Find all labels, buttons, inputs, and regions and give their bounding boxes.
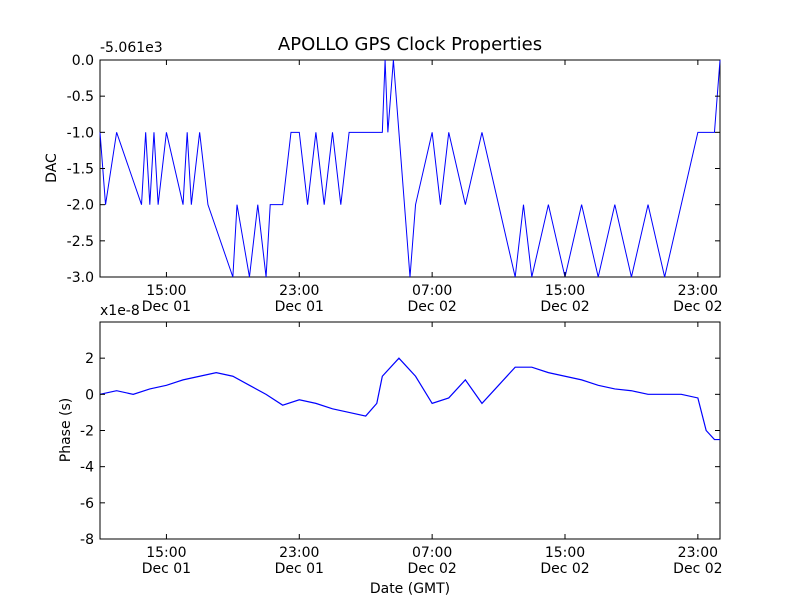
phase-xtick-date-label: Dec 02 bbox=[407, 561, 456, 577]
phase-axes-frame bbox=[99, 321, 721, 540]
phase-y-ticks: 2 0 -2 -4 -6 -8 bbox=[80, 351, 720, 548]
phase-xtick-time-label: 23:00 bbox=[678, 545, 718, 561]
phase-ytick-label: 2 bbox=[85, 351, 94, 367]
dac-ytick-label: -1.0 bbox=[67, 125, 94, 141]
phase-offset-label: x1e-8 bbox=[100, 303, 140, 319]
dac-ytick-label: -2.5 bbox=[67, 234, 94, 250]
dac-offset-label: -5.061e3 bbox=[100, 40, 163, 56]
phase-xtick-date-label: Dec 02 bbox=[540, 561, 589, 577]
dac-xtick-time-label: 23:00 bbox=[279, 283, 319, 299]
phase-series-layer bbox=[99, 357, 720, 441]
dac-ytick-label: 0.0 bbox=[72, 53, 94, 69]
phase-ylabel: Phase (s) bbox=[58, 398, 74, 462]
dac-xtick-date-label: Dec 02 bbox=[540, 299, 589, 315]
phase-ytick-label: 0 bbox=[85, 387, 94, 403]
dac-xtick-date-label: Dec 02 bbox=[407, 299, 456, 315]
dac-series-layer bbox=[99, 59, 721, 278]
phase-xtick-time-label: 15:00 bbox=[545, 545, 585, 561]
dac-xtick-date-label: Dec 02 bbox=[673, 299, 722, 315]
dac-xtick-date-label: Dec 01 bbox=[275, 299, 324, 315]
dac-xtick-time-label: 07:00 bbox=[412, 283, 452, 299]
dac-series-line-0 bbox=[99, 59, 721, 278]
phase-ytick-label: -6 bbox=[80, 496, 94, 512]
phase-xtick-time-label: 15:00 bbox=[146, 545, 186, 561]
phase-ytick-label: -2 bbox=[80, 424, 94, 440]
phase-series-line-0 bbox=[99, 357, 720, 441]
phase-ytick-label: -8 bbox=[80, 532, 94, 548]
phase-xtick-time-label: 07:00 bbox=[412, 545, 452, 561]
dac-ytick-label: -2.0 bbox=[67, 198, 94, 214]
dac-ytick-label: -1.5 bbox=[67, 162, 94, 178]
dac-xtick-date-label: Dec 01 bbox=[142, 299, 191, 315]
dac-xtick-time-label: 23:00 bbox=[678, 283, 718, 299]
phase-ytick-label: -4 bbox=[80, 460, 94, 476]
phase-xtick-date-label: Dec 01 bbox=[275, 561, 324, 577]
x-axis-label: Date (GMT) bbox=[370, 581, 450, 597]
dac-axes-frame bbox=[99, 59, 721, 278]
dac-y-ticks: 0.0 -0.5 -1.0 -1.5 -2.0 -2.5 -3.0 bbox=[67, 53, 720, 286]
chart-title: APOLLO GPS Clock Properties bbox=[278, 34, 542, 55]
dac-xtick-time-label: 15:00 bbox=[545, 283, 585, 299]
phase-xtick-date-label: Dec 01 bbox=[142, 561, 191, 577]
dac-ylabel: DAC bbox=[44, 153, 60, 183]
phase-xtick-date-label: Dec 02 bbox=[673, 561, 722, 577]
dac-ytick-label: -0.5 bbox=[67, 89, 94, 105]
dac-xtick-time-label: 15:00 bbox=[146, 283, 186, 299]
phase-xtick-time-label: 23:00 bbox=[279, 545, 319, 561]
dac-ytick-label: -3.0 bbox=[67, 270, 94, 286]
